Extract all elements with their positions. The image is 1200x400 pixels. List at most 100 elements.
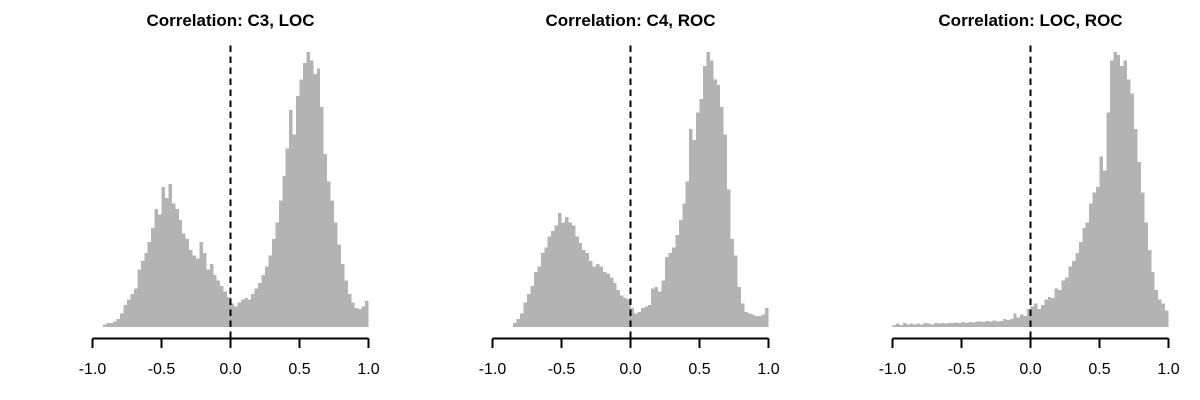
histogram-bar xyxy=(323,153,328,327)
histogram-bar xyxy=(206,269,210,327)
histogram-bar xyxy=(227,296,231,327)
histogram-bar xyxy=(720,107,724,327)
histogram-bar xyxy=(220,285,224,327)
histogram-bar xyxy=(164,197,169,327)
histogram-bar xyxy=(109,322,114,328)
histogram-bar xyxy=(223,291,228,327)
histogram-bar xyxy=(585,252,590,327)
histogram-bar xyxy=(582,250,586,327)
histogram-bar xyxy=(199,241,203,327)
histogram-bar xyxy=(240,299,245,327)
histogram-bar xyxy=(1054,288,1059,327)
histogram-bar xyxy=(1127,79,1131,327)
histogram-bar xyxy=(1002,318,1007,327)
histogram-bar xyxy=(930,324,934,327)
histogram-bar xyxy=(540,252,545,327)
histogram-bar xyxy=(278,200,283,327)
histogram-bar xyxy=(116,318,121,327)
histogram-bar xyxy=(140,261,145,327)
histogram-bar xyxy=(147,241,152,327)
histogram-bar xyxy=(296,96,300,327)
histogram-bar xyxy=(716,85,721,327)
histogram-bar xyxy=(237,302,241,327)
panel-title: Correlation: LOC, ROC xyxy=(938,11,1123,30)
histogram-bar xyxy=(754,316,759,327)
histogram-bar xyxy=(571,225,576,327)
histogram-bar xyxy=(113,321,117,327)
x-tick-label: 0.0 xyxy=(219,361,241,378)
histogram-bar xyxy=(1040,305,1045,327)
histogram-bar xyxy=(1137,162,1141,327)
histogram-bar xyxy=(1075,252,1079,327)
histogram-bar xyxy=(337,244,341,327)
histogram-bar xyxy=(1102,170,1107,327)
histogram-bar xyxy=(578,243,583,328)
histogram-bar xyxy=(623,298,628,328)
histogram-bar xyxy=(1099,156,1103,327)
histogram-bar xyxy=(734,255,738,327)
panel-title: Correlation: C3, LOC xyxy=(146,11,315,30)
histogram-bar xyxy=(637,311,641,328)
histogram-bar xyxy=(265,266,269,327)
histogram-bar xyxy=(1158,299,1162,327)
histogram-bar xyxy=(137,269,141,327)
histogram-panel-c4-roc: Correlation: C4, ROC -1.0 -0.5 0.0 0.5 1.0 xyxy=(400,0,800,400)
x-tick-label: 0.0 xyxy=(619,361,641,378)
histogram-bar xyxy=(913,324,917,327)
histogram-bar xyxy=(558,212,562,328)
histogram-bar xyxy=(313,74,317,327)
histogram-bar xyxy=(589,261,593,327)
histogram-bar xyxy=(971,322,976,327)
histogram-bar xyxy=(527,294,531,327)
histogram-bar xyxy=(744,311,748,328)
histogram-bar xyxy=(544,247,548,327)
histogram-bar xyxy=(564,217,569,327)
x-tick-label: -0.5 xyxy=(548,361,576,378)
histogram-bar xyxy=(964,322,969,328)
x-tick-label: -0.5 xyxy=(948,361,976,378)
histogram-bar xyxy=(561,222,565,327)
histogram-bar xyxy=(520,313,524,327)
histogram-bar xyxy=(130,294,134,327)
histogram-bar xyxy=(1116,54,1121,327)
histogram-bar xyxy=(923,323,927,327)
histogram-bar xyxy=(647,305,652,327)
histogram-bar xyxy=(1120,65,1124,327)
histogram-bar xyxy=(892,324,896,327)
histogram-bar xyxy=(606,273,610,328)
histogram-bar xyxy=(682,203,686,327)
histogram-bar xyxy=(906,324,910,327)
histogram-bar xyxy=(516,318,521,327)
histogram-bar xyxy=(192,255,196,327)
histogram-bar xyxy=(354,307,359,327)
x-tick-label: 0.5 xyxy=(688,361,710,378)
histogram-bar xyxy=(554,225,559,327)
histogram-bar xyxy=(616,289,621,328)
histogram-bar xyxy=(999,320,1003,327)
histogram-bar xyxy=(302,63,307,327)
histogram-bar xyxy=(761,314,766,328)
histogram-bar xyxy=(316,68,321,327)
histogram-bar xyxy=(599,266,603,327)
histogram-bar xyxy=(940,323,945,327)
histogram-bar xyxy=(261,274,265,327)
histogram-bar xyxy=(696,112,700,327)
histogram-bar xyxy=(740,303,745,328)
histogram-bar xyxy=(1085,222,1090,327)
histogram-bar xyxy=(1109,60,1114,327)
histogram-bar xyxy=(271,239,276,327)
histogram-bar xyxy=(1033,303,1038,328)
histogram-bar xyxy=(351,302,355,327)
histogram-bar xyxy=(1047,296,1052,327)
histogram-bar xyxy=(120,313,124,327)
histogram-bars xyxy=(513,52,769,328)
x-tick-label: -1.0 xyxy=(79,361,107,378)
histogram-bar xyxy=(251,294,255,327)
histogram-bar xyxy=(1134,129,1138,327)
histogram-bar xyxy=(1071,261,1076,327)
histogram-bar xyxy=(123,305,127,327)
histogram-bar xyxy=(747,313,752,327)
histogram-bar xyxy=(678,219,683,327)
histogram-plot: -1.0 -0.5 0.0 0.5 1.0 xyxy=(479,45,780,378)
histogram-bar xyxy=(244,298,248,328)
